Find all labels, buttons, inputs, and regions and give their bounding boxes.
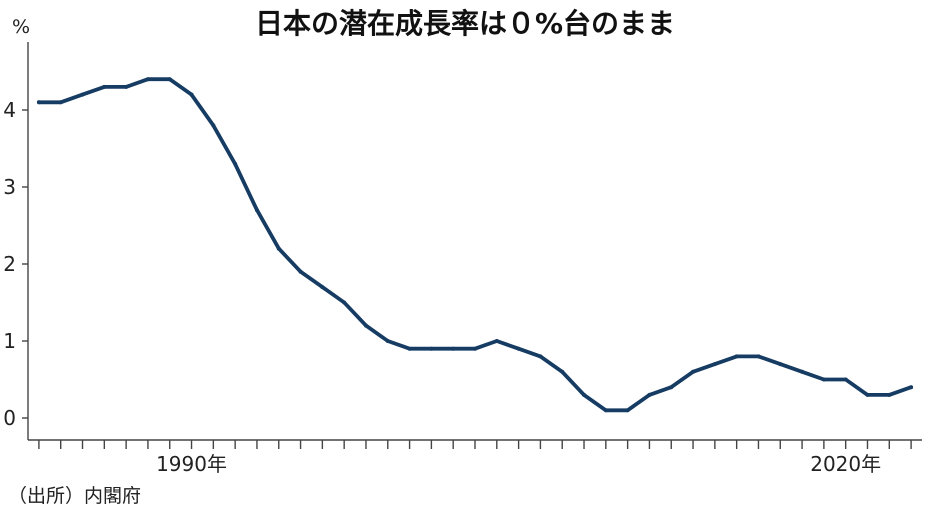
y-axis: 0 1 2 3 4 [3, 42, 29, 440]
data-point [36, 100, 41, 105]
data-point [800, 369, 805, 374]
data-point [58, 100, 63, 105]
data-point [342, 300, 347, 305]
source-note: （出所）内閣府 [8, 485, 141, 507]
y-tick-label: 1 [3, 329, 16, 353]
x-axis: 1990年 2020年 [28, 439, 922, 476]
data-point [647, 392, 652, 397]
data-point [582, 392, 587, 397]
data-point [778, 362, 783, 367]
data-point [516, 346, 521, 351]
data-point [254, 208, 259, 213]
data-point [276, 246, 281, 251]
data-point [473, 346, 477, 351]
data-point [560, 369, 565, 374]
data-point [865, 392, 870, 397]
data-point [821, 377, 826, 382]
data-point [603, 408, 608, 413]
series-line [37, 77, 913, 413]
data-point [712, 362, 717, 367]
data-point [385, 339, 390, 343]
data-point [80, 92, 85, 97]
data-point [909, 385, 914, 390]
data-point [189, 92, 194, 97]
data-point [363, 323, 368, 328]
data-point [167, 77, 172, 82]
data-point [734, 354, 739, 359]
y-tick-label: 2 [3, 252, 16, 276]
data-point [211, 123, 216, 128]
data-point [429, 346, 434, 351]
data-point [625, 408, 630, 413]
series-layer [36, 77, 914, 413]
data-point [538, 354, 543, 359]
data-point [887, 392, 892, 397]
data-point [756, 354, 761, 359]
data-point [320, 285, 325, 290]
data-point [407, 346, 412, 351]
y-tick-label: 4 [3, 98, 16, 122]
data-point [669, 385, 674, 390]
y-axis-unit: % [12, 16, 30, 38]
chart-title: 日本の潜在成長率は０%台のまま [255, 7, 675, 40]
y-tick-label: 3 [3, 175, 16, 199]
data-point [102, 84, 107, 89]
x-tick-label: 2020年 [810, 452, 881, 476]
data-point [494, 339, 499, 343]
data-point [451, 346, 456, 351]
x-tick-label: 1990年 [156, 452, 227, 476]
data-point [145, 77, 150, 82]
y-tick-label: 0 [3, 406, 16, 430]
data-point [691, 369, 696, 374]
data-point [298, 269, 303, 274]
data-point [124, 84, 129, 89]
data-point [233, 161, 238, 166]
data-point [843, 377, 848, 382]
